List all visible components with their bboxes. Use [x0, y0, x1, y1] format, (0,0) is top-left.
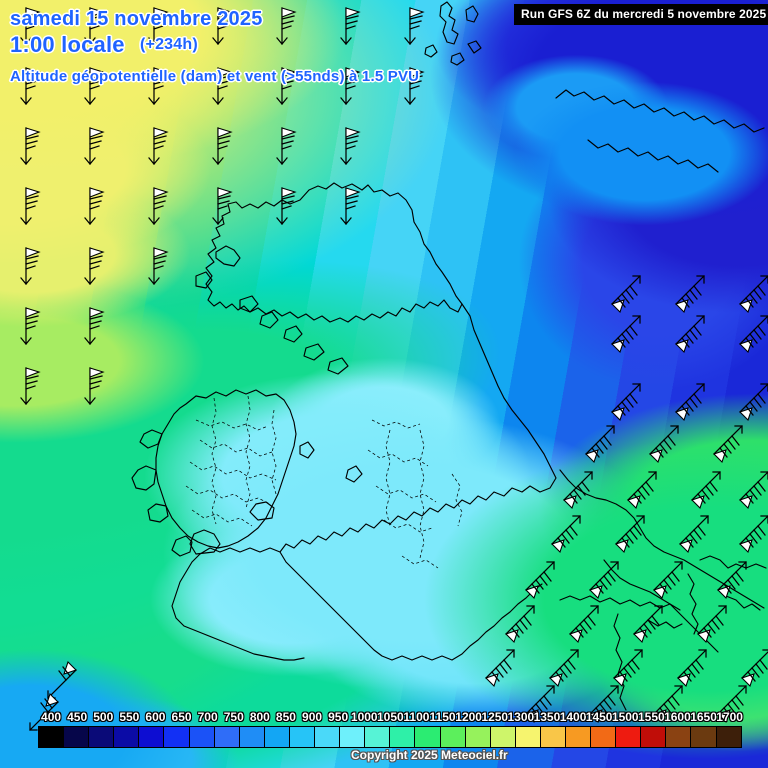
coastline-isle-of-man-anglesey	[299, 441, 363, 483]
colorbar-tick-label: 550	[119, 710, 140, 724]
colorbar-swatch	[615, 726, 642, 748]
coastline-scotland-mainland	[195, 182, 463, 375]
valid-time-label: 1:00 locale	[10, 32, 125, 57]
colorbar-tick-label: 1250	[481, 710, 509, 724]
colorbar-swatch	[564, 726, 592, 748]
colorbar-tick-label: 1500	[611, 710, 639, 724]
colorbar-tick-label: 750	[223, 710, 244, 724]
colorbar-tick-label: 850	[275, 710, 296, 724]
colorbar-swatch	[63, 726, 90, 748]
colorbar-swatch	[389, 726, 416, 748]
colorbar-tick-label: 1100	[403, 710, 430, 724]
colorbar-swatch	[514, 726, 541, 748]
colorbar-tick-label: 1550	[637, 710, 665, 724]
colorbar-tick-label: 950	[328, 710, 349, 724]
colorbar-swatch	[188, 726, 215, 748]
colorbar-tick-label: 1300	[507, 710, 535, 724]
colorbar-tick-label: 900	[302, 710, 323, 724]
border-ireland-counties	[185, 395, 277, 527]
colorbar-swatch	[364, 726, 391, 748]
colorbar-swatch	[113, 726, 140, 748]
colorbar-swatch	[665, 726, 692, 748]
colorbar-tick-label: 700	[197, 710, 218, 724]
border-england-wales-scotland	[367, 419, 463, 569]
lead-time-label: (+234h)	[140, 36, 198, 53]
colorbar-swatch	[590, 726, 617, 748]
colorbar-tick-label: 1000	[350, 710, 378, 724]
coastline-norway-denmark	[555, 89, 765, 173]
colorbar-tick-label: 1700	[716, 710, 743, 724]
colorbar-tick-label: 650	[171, 710, 192, 724]
colorbar-tick-label: 1650	[690, 710, 717, 724]
coastline-shetland-orkney	[424, 1, 482, 66]
colorbar-tick-label: 1450	[585, 710, 613, 724]
colorbar-tick-label: 1600	[664, 710, 691, 724]
colorbar	[38, 726, 742, 748]
colorbar-swatch	[539, 726, 566, 748]
colorbar-tick-label: 400	[41, 710, 62, 724]
colorbar-tick-label: 800	[249, 710, 270, 724]
colorbar-swatch	[288, 726, 316, 748]
model-run-banner: Run GFS 6Z du mercredi 5 novembre 2025	[514, 4, 768, 25]
colorbar-swatch	[640, 726, 667, 748]
colorbar-tick-label: 1400	[559, 710, 587, 724]
colorbar-swatch	[489, 726, 516, 748]
colorbar-swatch	[690, 726, 717, 748]
coastline-ireland	[131, 389, 297, 557]
wind-barbs-northeast-flow	[485, 275, 768, 723]
colorbar-swatch	[339, 726, 366, 748]
colorbar-swatch	[213, 726, 240, 748]
colorbar-swatch	[38, 726, 65, 748]
colorbar-tick-label: 600	[145, 710, 166, 724]
colorbar-swatch	[414, 726, 441, 748]
colorbar-swatch	[314, 726, 341, 748]
colorbar-tick-label: 1050	[376, 710, 404, 724]
parameter-label: Altitude géopotentielle (dam) et vent (>…	[10, 68, 420, 85]
colorbar-tick-label: 1350	[533, 710, 561, 724]
colorbar-swatch	[138, 726, 165, 748]
colorbar-tick-label: 500	[93, 710, 114, 724]
copyright-label: Copyright 2025 Meteociel.fr	[351, 748, 508, 762]
colorbar-swatch	[715, 726, 742, 748]
colorbar-tick-label: 1150	[429, 710, 456, 724]
colorbar-tick-label: 1200	[455, 710, 482, 724]
valid-date-label: samedi 15 novembre 2025	[10, 8, 263, 30]
colorbar-swatch	[238, 726, 265, 748]
coastline-england-wales	[171, 303, 557, 661]
colorbar-swatch	[263, 726, 290, 748]
colorbar-swatch	[88, 726, 115, 748]
colorbar-swatch	[163, 726, 190, 748]
colorbar-swatch	[464, 726, 491, 748]
colorbar-tick-label: 450	[67, 710, 88, 724]
colorbar-swatch	[439, 726, 466, 748]
